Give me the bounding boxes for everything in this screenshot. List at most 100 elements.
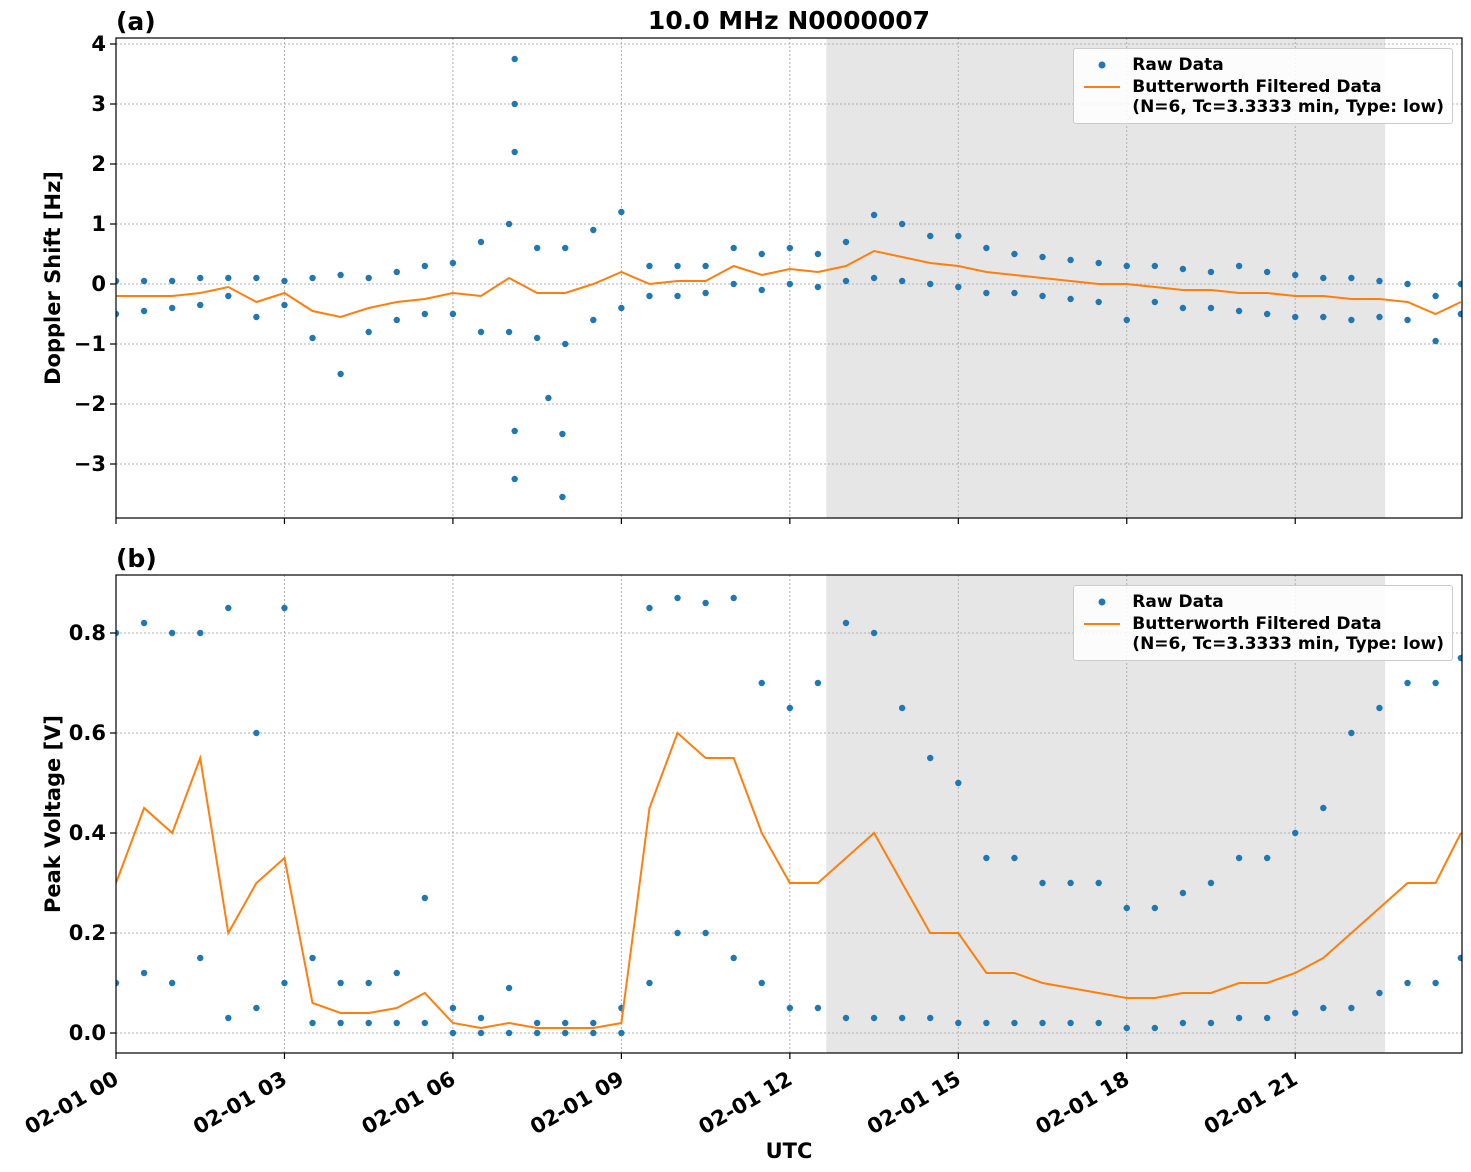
raw-point (674, 929, 681, 937)
raw-point (1067, 1019, 1074, 1027)
raw-point (618, 1029, 625, 1037)
raw-point (1348, 274, 1355, 282)
raw-point (730, 244, 737, 252)
raw-point (337, 271, 344, 279)
x-axis-label: UTC (766, 1139, 813, 1163)
y-tick-label: −1 (74, 332, 106, 356)
raw-point (1292, 1009, 1299, 1017)
raw-point (511, 148, 518, 156)
raw-point (197, 301, 204, 309)
raw-point (281, 604, 288, 612)
raw-point (168, 304, 176, 312)
raw-point (281, 301, 288, 309)
x-tick-label: 02-01 09 (526, 1067, 628, 1140)
raw-point (955, 232, 962, 240)
raw-point (1235, 307, 1243, 315)
raw-point (842, 619, 850, 627)
filtered-line (116, 249, 1462, 319)
raw-point (758, 250, 765, 258)
raw-point (730, 280, 737, 288)
raw-point (1348, 1004, 1355, 1012)
raw-point (927, 280, 934, 288)
raw-point (1123, 316, 1130, 324)
raw-point (337, 1019, 344, 1027)
raw-point (1376, 277, 1383, 285)
raw-point (1263, 310, 1271, 318)
y-tick-label: 0.0 (69, 1021, 106, 1045)
legend-label: Butterworth Filtered Data (N=6, Tc=3.333… (1132, 614, 1444, 654)
legend-entry: Butterworth Filtered Data (N=6, Tc=3.333… (1082, 77, 1444, 117)
raw-point (1376, 313, 1383, 321)
chart-title: 10.0 MHz N0000007 (648, 6, 930, 35)
axes-frame (115, 574, 1463, 1054)
raw-point (309, 954, 316, 962)
raw-point (225, 274, 232, 282)
raw-point (1348, 729, 1355, 737)
y-tick-label: 0 (91, 272, 106, 296)
raw-point (1207, 1019, 1215, 1027)
legend-entry: Butterworth Filtered Data (N=6, Tc=3.333… (1082, 614, 1444, 654)
raw-point (116, 277, 120, 285)
raw-point (393, 969, 400, 977)
raw-point (1151, 1024, 1159, 1032)
raw-point (758, 979, 765, 987)
raw-point (225, 1014, 232, 1022)
raw-point (253, 274, 260, 282)
raw-point (702, 929, 709, 937)
raw-point (814, 679, 822, 687)
raw-point (116, 310, 120, 318)
raw-point (562, 1029, 569, 1037)
y-axis-label: Peak Voltage [V] (41, 715, 65, 913)
raw-point (927, 1014, 934, 1022)
raw-point (1123, 904, 1130, 912)
legend-marker (1098, 61, 1106, 69)
raw-point (1457, 280, 1462, 288)
raw-point (898, 220, 906, 228)
raw-point (1235, 1014, 1243, 1022)
raw-point (511, 427, 518, 435)
raw-point (590, 1029, 597, 1037)
raw-point (842, 238, 850, 246)
x-tick-label: 02-01 00 (21, 1067, 123, 1140)
raw-point (421, 1019, 429, 1027)
raw-point (1320, 274, 1327, 282)
raw-point (590, 316, 597, 324)
panel-label: (b) (116, 544, 157, 573)
raw-point (505, 1029, 513, 1037)
raw-point (1067, 879, 1074, 887)
raw-point (477, 1014, 485, 1022)
raw-point (477, 238, 485, 246)
raw-point (955, 1019, 962, 1027)
raw-point (477, 1029, 485, 1037)
raw-point (1320, 313, 1327, 321)
y-tick-label: 4 (91, 32, 106, 56)
raw-point (505, 984, 513, 992)
raw-point (646, 979, 653, 987)
raw-point (1011, 1019, 1018, 1027)
raw-point (393, 1019, 400, 1027)
raw-point (365, 979, 372, 987)
raw-point (898, 277, 906, 285)
raw-point (1263, 854, 1271, 862)
raw-point (365, 1019, 372, 1027)
raw-point (1039, 292, 1046, 300)
y-tick-label: 0.4 (69, 821, 106, 845)
raw-point (758, 286, 765, 294)
raw-point (1376, 704, 1383, 712)
raw-point (1039, 879, 1046, 887)
raw-point (1207, 304, 1215, 312)
raw-point (1292, 271, 1299, 279)
raw-point (983, 854, 990, 862)
raw-point (646, 604, 653, 612)
raw-point (1151, 298, 1159, 306)
raw-point (197, 274, 204, 282)
panel-label: (a) (116, 7, 156, 36)
raw-point (1179, 265, 1187, 273)
raw-point (702, 262, 709, 270)
raw-point (842, 277, 850, 285)
raw-point (168, 629, 176, 637)
raw-point (1151, 904, 1159, 912)
raw-point (983, 244, 990, 252)
raw-point (1432, 979, 1439, 987)
raw-point (281, 979, 288, 987)
